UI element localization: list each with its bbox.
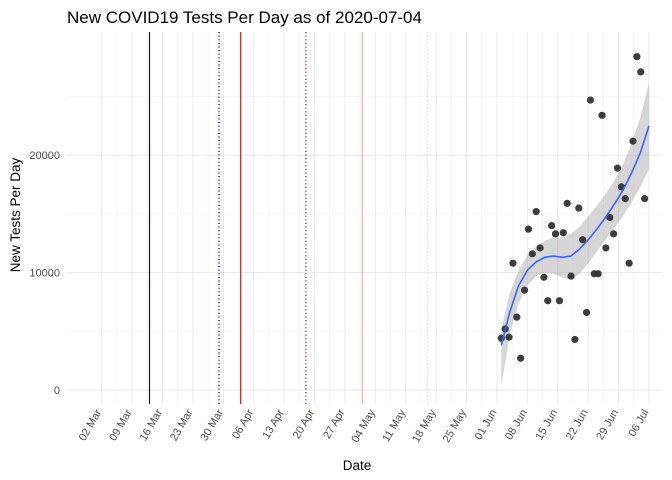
data-point	[524, 225, 533, 233]
data-point	[509, 259, 517, 267]
data-point	[579, 236, 587, 244]
gridlines	[67, 32, 662, 404]
data-point	[540, 273, 548, 281]
data-point	[505, 333, 513, 341]
data-point	[575, 204, 583, 212]
data-point	[582, 308, 591, 317]
data-point	[637, 68, 645, 76]
data-point	[613, 164, 622, 172]
data-points	[497, 53, 649, 362]
data-point	[594, 270, 602, 278]
confidence-ribbon-layer	[501, 82, 649, 387]
data-point	[641, 195, 649, 203]
data-point	[598, 111, 606, 119]
data-point	[629, 137, 637, 145]
data-point	[513, 313, 521, 321]
data-point	[532, 207, 540, 216]
y-tick-label: 20000	[29, 150, 60, 162]
data-point	[563, 199, 571, 207]
data-point	[602, 244, 610, 252]
data-point	[586, 96, 594, 104]
smooth-trend-line	[500, 125, 650, 346]
data-point	[571, 335, 579, 344]
data-point	[548, 222, 556, 230]
data-point	[625, 259, 633, 267]
data-point	[555, 297, 564, 305]
data-point	[621, 195, 629, 203]
data-point	[528, 250, 536, 258]
data-point	[520, 286, 529, 294]
y-tick-label: 10000	[29, 268, 60, 280]
y-axis-label: New Tests Per Day	[8, 157, 23, 272]
y-tick-label: 0	[54, 385, 60, 397]
chart-title: New COVID19 Tests Per Day as of 2020-07-…	[67, 8, 422, 27]
smooth-line-layer	[500, 125, 650, 346]
data-point	[610, 230, 618, 238]
data-point	[551, 230, 560, 238]
data-point	[544, 297, 552, 305]
reference-lines	[148, 32, 429, 404]
data-point	[633, 53, 641, 61]
data-point	[606, 213, 614, 222]
y-axis-ticks: 0 10000 20000	[29, 150, 60, 397]
data-point	[536, 244, 544, 252]
data-point	[559, 229, 567, 237]
confidence-ribbon	[501, 82, 649, 387]
x-axis-label: Date	[343, 458, 372, 473]
data-point	[567, 272, 575, 280]
data-point	[517, 354, 525, 362]
